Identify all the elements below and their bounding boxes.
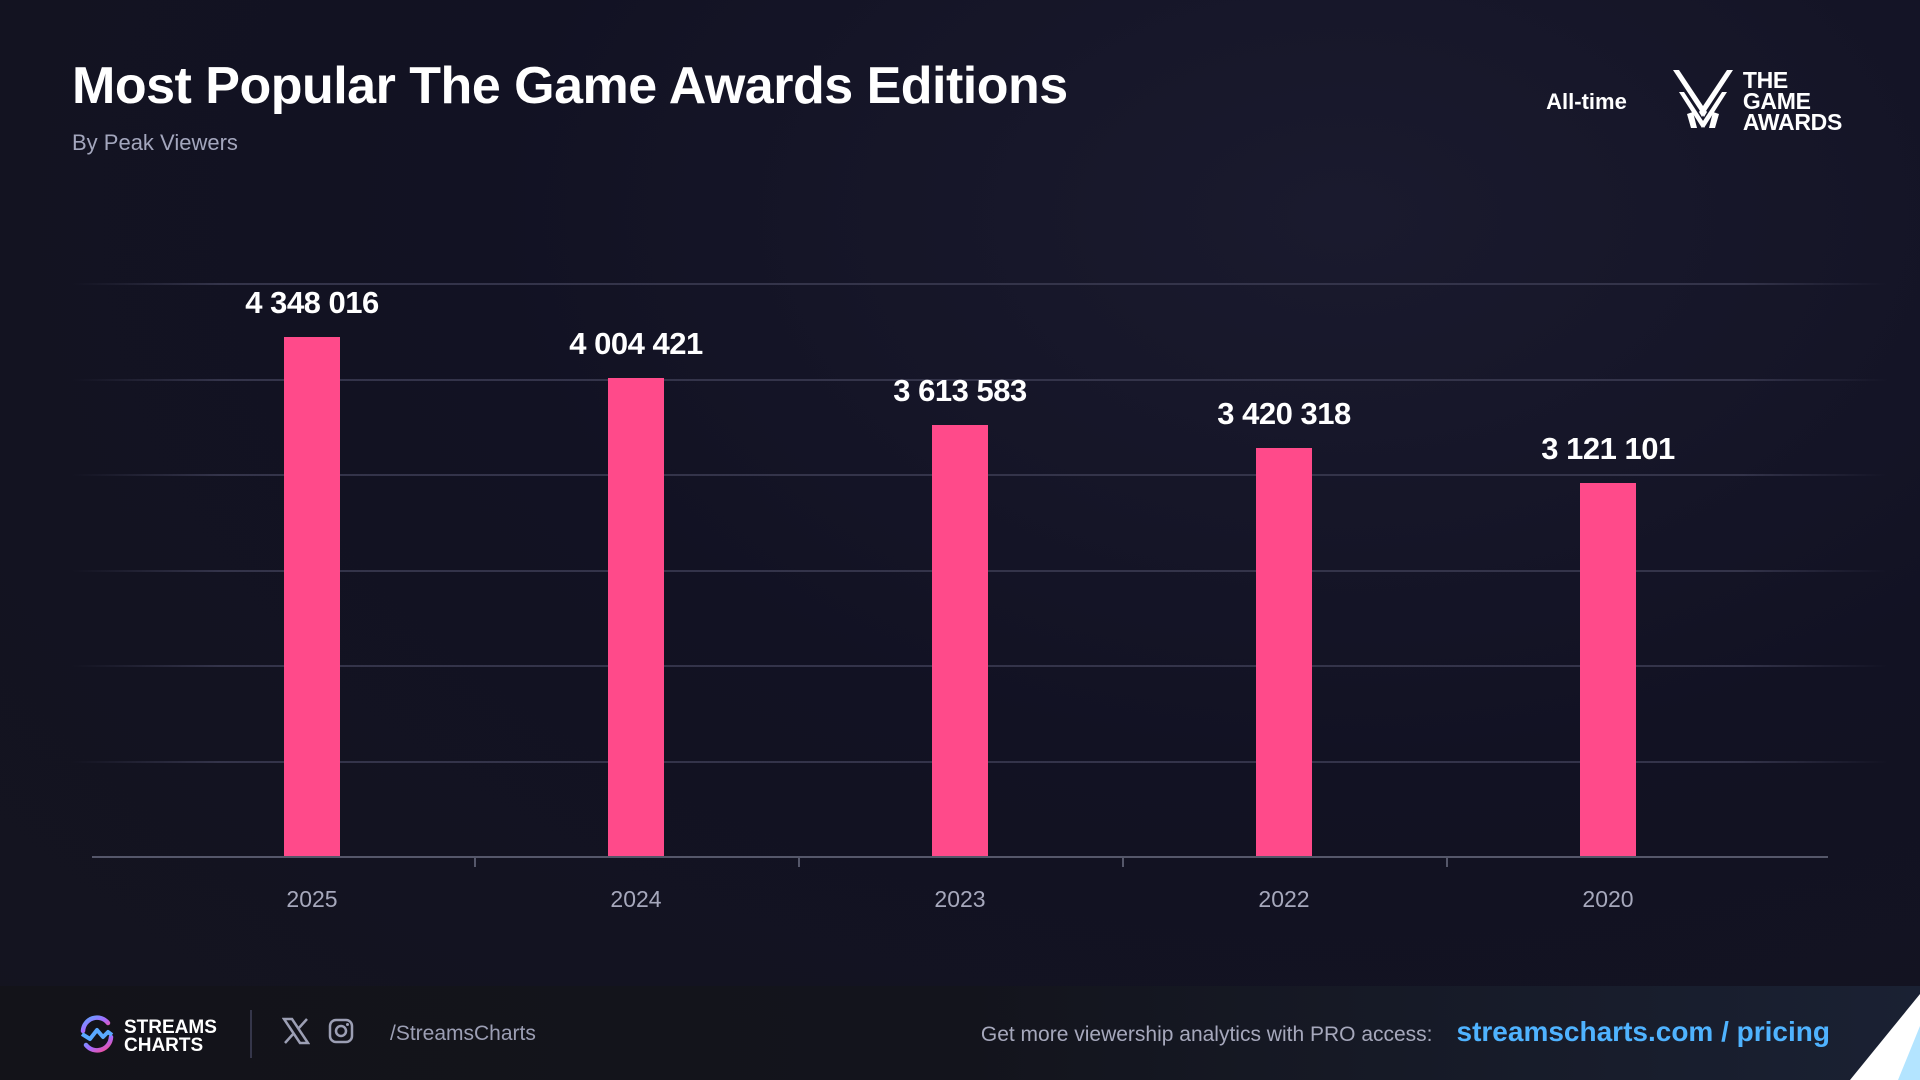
social-handle[interactable]: /StreamsCharts — [390, 1021, 536, 1045]
bar-value-label: 4 348 016 — [245, 284, 379, 320]
x-icon[interactable] — [281, 1017, 311, 1050]
chart-subtitle: By Peak Viewers — [72, 130, 238, 155]
bar-chart: 4 348 016 2025 4 004 421 2024 3 613 583 2023 3… — [72, 270, 1888, 912]
footer: STREAMS CHARTS /StreamsCharts Get more v… — [0, 986, 1920, 1080]
bar-value-label: 3 121 101 — [1541, 431, 1675, 467]
bar-2022[interactable] — [1256, 447, 1312, 856]
x-axis-tick — [798, 858, 800, 867]
instagram-icon[interactable] — [328, 1018, 354, 1049]
chart-header: Most Popular The Game Awards Editions By… — [72, 54, 1068, 156]
bar-2023[interactable] — [932, 424, 988, 856]
the-game-awards-wordmark: THE GAME AWARDS — [1742, 67, 1842, 135]
gridline — [72, 283, 1888, 285]
x-axis-label: 2023 — [934, 886, 986, 912]
streams-charts-logo[interactable]: STREAMS CHARTS — [78, 1015, 217, 1058]
bar-2024[interactable] — [608, 377, 664, 856]
top-right-area: All-time THE GAME AWARDS — [1546, 68, 1842, 135]
pricing-link[interactable]: streamscharts.com / pricing — [1456, 1016, 1830, 1047]
x-axis-label: 2020 — [1582, 886, 1634, 912]
bar-2020[interactable] — [1580, 483, 1636, 856]
gridline — [72, 378, 1888, 381]
x-axis-baseline — [92, 856, 1828, 858]
x-axis-tick — [1122, 858, 1124, 867]
promo: Get more viewership analytics with PRO a… — [981, 1016, 1830, 1048]
x-axis-label: 2024 — [610, 886, 662, 912]
chart-title: Most Popular The Game Awards Editions — [72, 57, 1068, 115]
the-game-awards-icon — [1671, 68, 1735, 135]
social-links: /StreamsCharts — [281, 1017, 536, 1050]
bar-value-label: 3 420 318 — [1217, 395, 1351, 431]
bar-value-label: 3 613 583 — [893, 372, 1027, 408]
streams-charts-icon — [78, 1015, 116, 1058]
footer-divider — [250, 1010, 252, 1058]
promo-text: Get more viewership analytics with PRO a… — [980, 1023, 1433, 1046]
period-label: All-time — [1546, 88, 1627, 114]
corner-decoration — [1850, 994, 1920, 1080]
x-axis-tick — [474, 858, 476, 867]
x-axis-label: 2022 — [1258, 886, 1310, 912]
streams-charts-wordmark: STREAMS CHARTS — [124, 1016, 217, 1056]
x-axis-label: 2025 — [286, 886, 338, 912]
bar-2025[interactable] — [284, 336, 340, 856]
the-game-awards-logo: THE GAME AWARDS — [1671, 68, 1842, 135]
x-axis-tick — [1446, 858, 1448, 867]
bar-value-label: 4 004 421 — [569, 325, 703, 361]
